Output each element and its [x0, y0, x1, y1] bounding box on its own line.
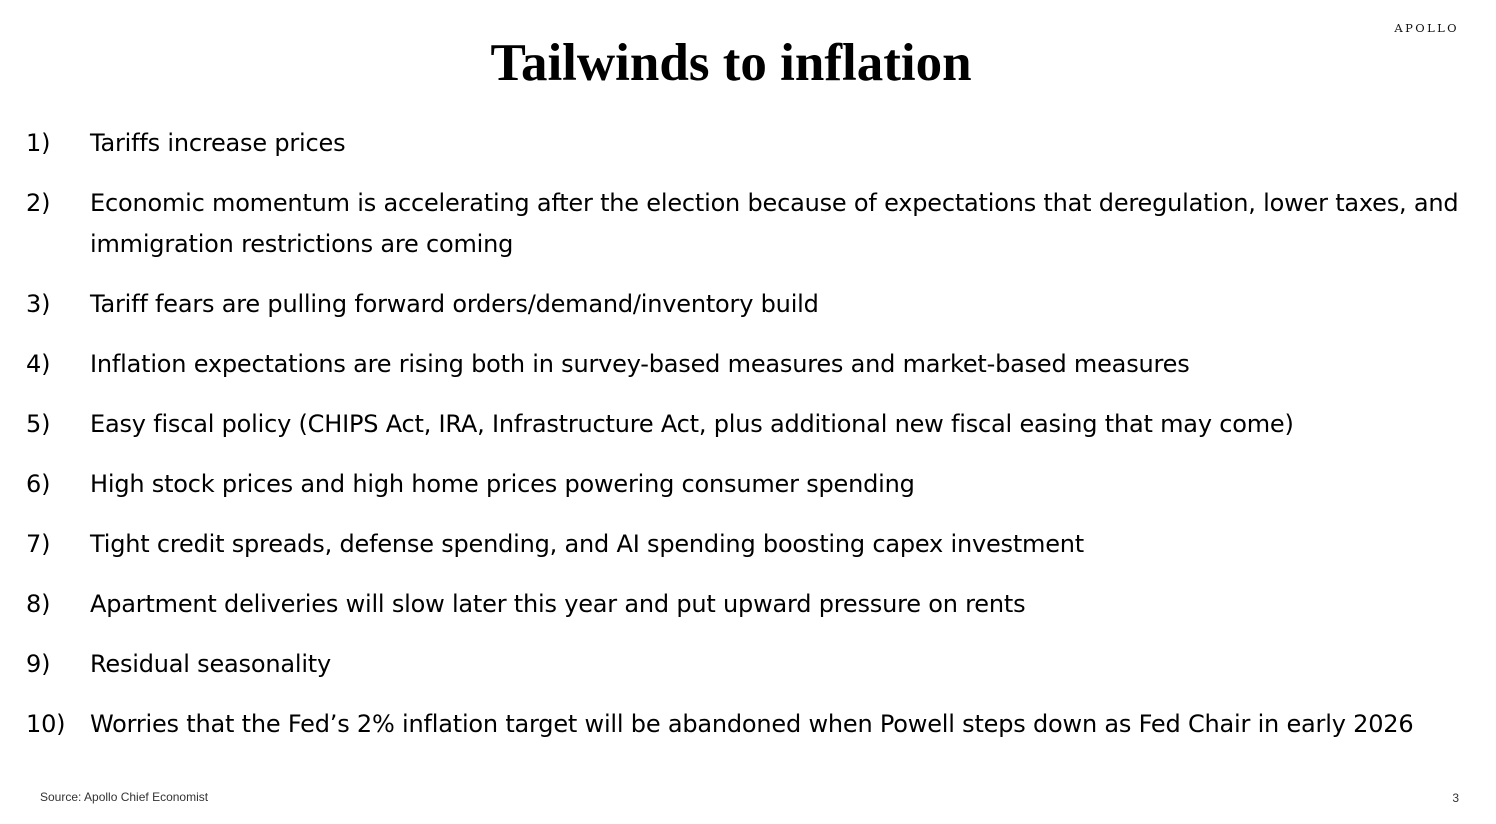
- item-number: 5): [26, 410, 51, 438]
- list-item: 1) Tariffs increase prices: [26, 123, 1486, 164]
- item-text: Inflation expectations are rising both i…: [90, 350, 1190, 378]
- item-text: Easy fiscal policy (CHIPS Act, IRA, Infr…: [90, 410, 1294, 438]
- item-number: 3): [26, 290, 51, 318]
- list-item: 10) Worries that the Fed’s 2% inflation …: [26, 704, 1486, 745]
- item-text: Tariff fears are pulling forward orders/…: [90, 290, 819, 318]
- item-number: 10): [26, 710, 66, 738]
- list-item: 3) Tariff fears are pulling forward orde…: [26, 284, 1486, 325]
- item-number: 6): [26, 470, 51, 498]
- item-number: 9): [26, 650, 51, 678]
- item-number: 1): [26, 129, 51, 157]
- item-text: High stock prices and high home prices p…: [90, 470, 915, 498]
- page-number: 3: [1452, 791, 1459, 805]
- item-text: Economic momentum is accelerating after …: [90, 189, 1459, 258]
- list-item: 8) Apartment deliveries will slow later …: [26, 584, 1486, 625]
- list-item: 5) Easy fiscal policy (CHIPS Act, IRA, I…: [26, 404, 1486, 445]
- slide-title: Tailwinds to inflation: [490, 34, 972, 92]
- item-number: 7): [26, 530, 51, 558]
- list-item: 2) Economic momentum is accelerating aft…: [26, 183, 1486, 265]
- list-item: 6) High stock prices and high home price…: [26, 464, 1486, 505]
- item-text: Tight credit spreads, defense spending, …: [90, 530, 1085, 558]
- apollo-logo: APOLLO: [1394, 21, 1459, 35]
- list-item: 7) Tight credit spreads, defense spendin…: [26, 524, 1486, 565]
- item-text: Apartment deliveries will slow later thi…: [90, 590, 1026, 618]
- item-number: 8): [26, 590, 51, 618]
- item-number: 2): [26, 189, 51, 217]
- list-item: 9) Residual seasonality: [26, 644, 1486, 685]
- item-text: Residual seasonality: [90, 650, 332, 678]
- item-text: Tariffs increase prices: [90, 129, 346, 157]
- source-note: Source: Apollo Chief Economist: [40, 790, 209, 804]
- item-text: Worries that the Fed’s 2% inflation targ…: [90, 710, 1414, 738]
- list-item: 4) Inflation expectations are rising bot…: [26, 344, 1486, 385]
- tailwinds-list: 1) Tariffs increase prices 2) Economic m…: [26, 123, 1486, 764]
- item-number: 4): [26, 350, 51, 378]
